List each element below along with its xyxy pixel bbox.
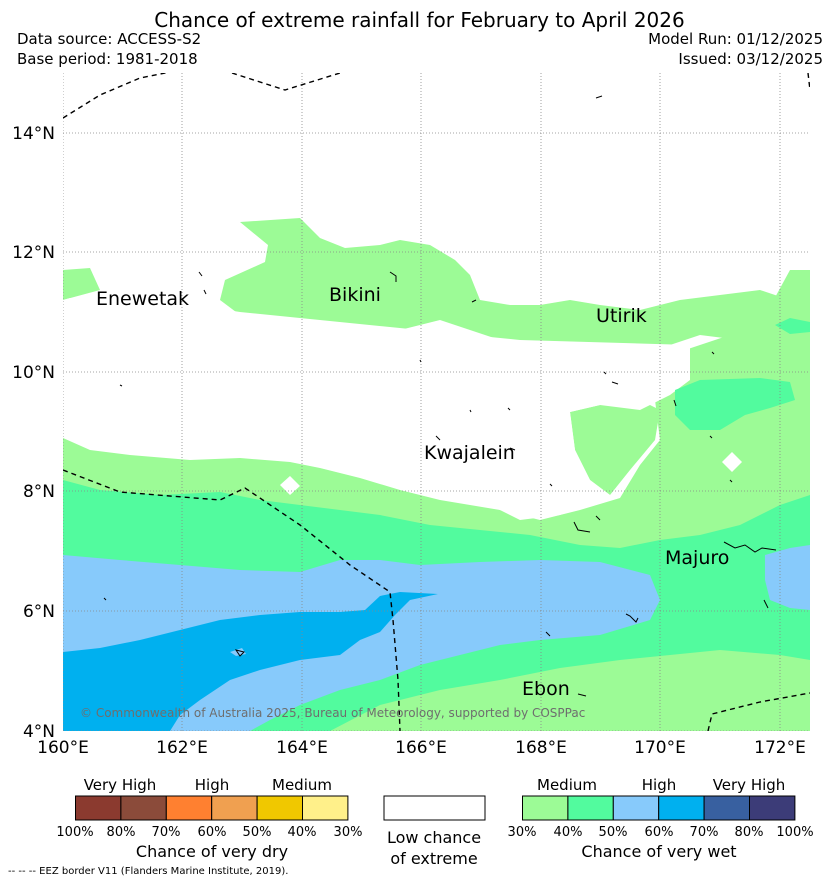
legend-swatch (567, 795, 614, 821)
map-title: Chance of extreme rainfall for February … (154, 8, 685, 32)
region-medium-wet (775, 318, 810, 334)
legend-swatch (522, 795, 569, 821)
eez-border (63, 73, 810, 731)
lat-label: 6°N (23, 602, 55, 622)
place-label: Bikini (329, 284, 381, 306)
legend-tick: 100% (56, 825, 93, 840)
meta-left: Data source: ACCESS-S2 Base period: 1981… (17, 29, 201, 69)
legend-swatch (120, 795, 167, 821)
legend-swatch (383, 795, 486, 821)
legend-tick: 40% (554, 825, 583, 840)
meta-right: Model Run: 01/12/2025 Issued: 03/12/2025 (648, 29, 823, 69)
legend-tick: 80% (735, 825, 764, 840)
legend-head: Medium (272, 776, 332, 794)
legend-swatch (302, 795, 349, 821)
place-label: Enewetak (96, 288, 189, 310)
legend-head: High (195, 776, 229, 794)
legend-tick: 50% (599, 825, 628, 840)
islands (103, 95, 777, 697)
legend-head: Very High (84, 776, 157, 794)
legend-head: High (642, 776, 676, 794)
place-label: Majuro (665, 547, 729, 569)
lon-label: 172°E (754, 738, 806, 758)
legend-tick: 80% (107, 825, 136, 840)
region-medium-wet (220, 218, 800, 350)
lon-label: 164°E (276, 738, 328, 758)
legend-swatch (612, 795, 660, 821)
rainfall-map (63, 73, 810, 731)
legend-tick: 30% (334, 825, 363, 840)
lon-label: 160°E (37, 738, 89, 758)
lat-label: 14°N (12, 124, 55, 144)
region-high-wet (765, 545, 810, 610)
legend-tick: 70% (690, 825, 719, 840)
lon-label: 168°E (515, 738, 567, 758)
legend-tick: 60% (645, 825, 674, 840)
base-period: Base period: 1981-2018 (17, 50, 198, 68)
lat-label: 4°N (23, 722, 55, 742)
model-run: Model Run: 01/12/2025 (648, 30, 823, 48)
lon-label: 166°E (395, 738, 447, 758)
legend-tick: 100% (776, 825, 813, 840)
legend-caption: of extreme (390, 849, 477, 868)
region-high-wet (63, 592, 438, 731)
legend-swatch (658, 795, 705, 821)
legend-tick: 40% (288, 825, 317, 840)
legend-tick: 30% (508, 825, 537, 840)
legend-swatch (256, 795, 304, 821)
data-source: Data source: ACCESS-S2 (17, 30, 202, 48)
legend-caption: Chance of very wet (581, 842, 736, 861)
region-medium-wet (675, 378, 795, 430)
legend-tick: 60% (198, 825, 227, 840)
legend-swatch (749, 795, 796, 821)
legend-caption: Low chance (387, 828, 481, 847)
lon-label: 162°E (156, 738, 208, 758)
lat-label: 10°N (12, 363, 55, 383)
place-label: Ebon (522, 678, 570, 700)
legend-head: Very High (713, 776, 786, 794)
issued-date: Issued: 03/12/2025 (678, 50, 823, 68)
legend-head: Medium (537, 776, 597, 794)
legend-swatch (165, 795, 213, 821)
legend-swatch (211, 795, 258, 821)
legend-dry: Very High High Medium 100% 80% 70% 60% 5… (56, 776, 362, 861)
region-medium-wet (63, 268, 100, 300)
legend-low-chance: Low chance of extreme (383, 795, 486, 868)
copyright-note: © Commonwealth of Australia 2025, Bureau… (80, 706, 585, 720)
legend-tick: 50% (243, 825, 272, 840)
legend-swatch (75, 795, 122, 821)
place-label: Kwajalein (424, 442, 515, 464)
region-medium-wet (570, 400, 660, 495)
lat-label: 8°N (23, 482, 55, 502)
region-medium-wet (330, 650, 810, 731)
legend-wet: Medium High Very High 30% 40% 50% 60% 70… (508, 776, 814, 861)
eez-footnote: -- -- -- EEZ border V11 (Flanders Marine… (8, 866, 289, 877)
lon-label: 170°E (634, 738, 686, 758)
legend-tick: 70% (152, 825, 181, 840)
lat-label: 12°N (12, 243, 55, 263)
legend-swatch (703, 795, 750, 821)
legend-caption: Chance of very dry (136, 842, 288, 861)
place-label: Utirik (596, 305, 647, 327)
